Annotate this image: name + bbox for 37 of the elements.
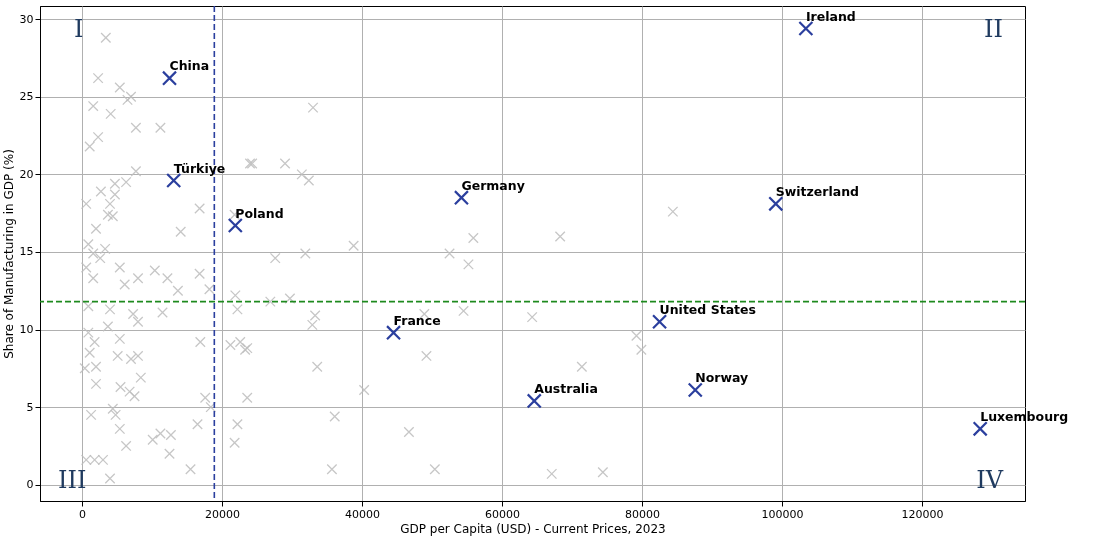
point xyxy=(651,314,668,330)
y-tick-label: 20 xyxy=(19,167,34,181)
annotation: I xyxy=(74,15,84,43)
x-tick-label: 100000 xyxy=(761,507,804,521)
y-tick-label: 10 xyxy=(19,323,34,337)
annotation: II xyxy=(984,15,1003,43)
annotation: Ireland xyxy=(805,8,856,24)
x-tick-label: 80000 xyxy=(625,507,661,521)
point xyxy=(768,196,784,212)
x-tick-label: 60000 xyxy=(485,507,521,521)
point xyxy=(227,217,243,234)
x-axis-title: GDP per Capita (USD) - Current Prices, 2023 xyxy=(400,521,666,536)
annotation: Australia xyxy=(534,380,598,396)
y-tick-label: 25 xyxy=(19,90,34,104)
x-tick-label: 0 xyxy=(79,507,86,521)
annotation: Poland xyxy=(235,205,284,221)
annotation: United States xyxy=(659,301,756,317)
annotation: III xyxy=(58,466,87,494)
y-tick-label: 5 xyxy=(26,400,34,414)
annotation: China xyxy=(169,58,210,74)
annotation: Germany xyxy=(461,177,525,193)
point xyxy=(161,70,178,86)
annotation: Norway xyxy=(695,370,749,386)
point xyxy=(385,325,402,341)
point xyxy=(526,393,542,409)
annotation: Türkiye xyxy=(173,160,226,176)
x-tick-label: 40000 xyxy=(345,507,381,521)
x-tick-label: 120000 xyxy=(901,507,944,521)
y-axis-title: Share of Manufacturing in GDP (%) xyxy=(1,149,16,359)
annotation: France xyxy=(393,312,441,328)
y-tick-label: 0 xyxy=(26,478,34,492)
x-tick-label: 20000 xyxy=(205,507,241,521)
y-tick-label: 15 xyxy=(19,245,34,259)
y-tick-label: 30 xyxy=(19,12,34,26)
annotation: IV xyxy=(976,466,1004,494)
point xyxy=(798,20,814,37)
annotation: Switzerland xyxy=(775,183,860,199)
